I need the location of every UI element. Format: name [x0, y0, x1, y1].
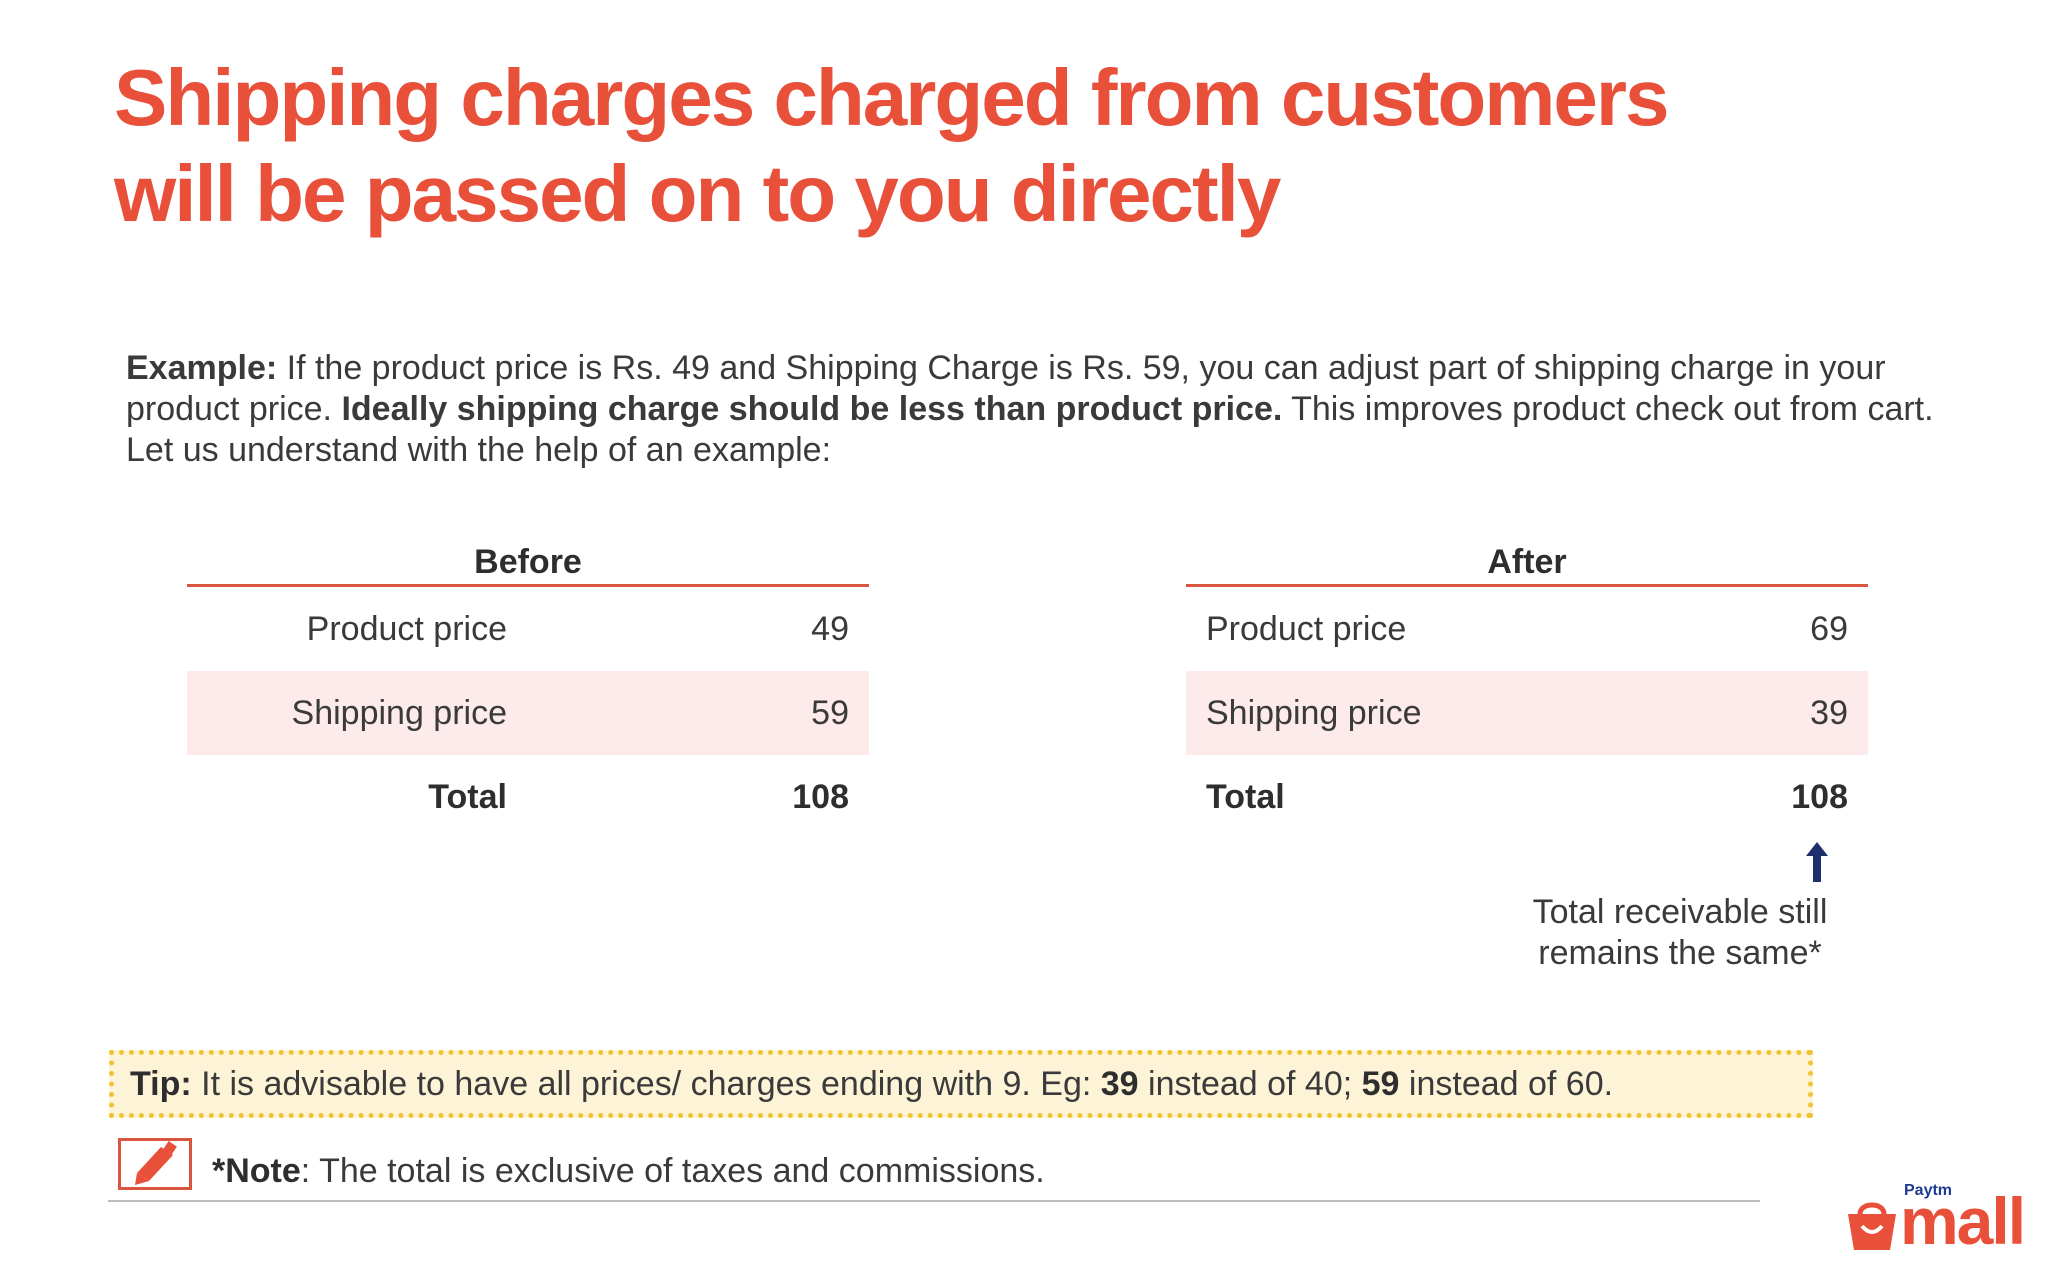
example-text-1: If the product price is Rs. 49 and Shipp… [126, 349, 1886, 428]
tip-box: Tip: It is advisable to have all prices/… [109, 1050, 1813, 1118]
row-label: Shipping price [1206, 694, 1422, 732]
receivable-annotation: Total receivable still remains the same* [1480, 892, 1880, 974]
example-text-2: This improves product check out from car… [126, 390, 1934, 469]
example-bold-text: Ideally shipping charge should be less t… [341, 390, 1283, 428]
table-row: Product price 49 [187, 587, 869, 671]
row-label: Product price [306, 610, 507, 648]
row-value: 59 [811, 694, 849, 732]
before-table: Before Product price 49 Shipping price 5… [187, 540, 869, 839]
receivable-line-2: remains the same* [1538, 934, 1822, 972]
row-value: 49 [811, 610, 849, 648]
shopping-bag-icon [1848, 1202, 1896, 1250]
tip-text-2: instead of 40; [1138, 1065, 1362, 1103]
before-heading: Before [187, 540, 869, 587]
after-heading: After [1186, 540, 1868, 587]
footer-divider [108, 1200, 1760, 1202]
row-label: Product price [1206, 610, 1407, 648]
row-value: 39 [1810, 694, 1848, 732]
page-title: Shipping charges charged from customers … [114, 50, 1714, 242]
page-title-line-1: Shipping charges charged from customers [114, 53, 1669, 142]
pencil-icon [118, 1138, 192, 1190]
example-lead: Example: [126, 349, 278, 387]
row-label: Total [1206, 778, 1285, 816]
tip-lead: Tip: [130, 1065, 192, 1103]
tip-text-1: It is advisable to have all prices/ char… [191, 1065, 1101, 1103]
after-table: After Product price 69 Shipping price 39… [1186, 540, 1868, 839]
tip-text-3: instead of 60. [1399, 1065, 1614, 1103]
example-paragraph: Example: If the product price is Rs. 49 … [126, 348, 1936, 471]
table-row-total: Total 108 [187, 755, 869, 839]
table-row-total: Total 108 [1186, 755, 1868, 839]
note-text: *Note: The total is exclusive of taxes a… [212, 1150, 1045, 1192]
row-value: 69 [1810, 610, 1848, 648]
tip-bold-1: 39 [1100, 1065, 1139, 1103]
table-row: Shipping price 59 [187, 671, 869, 755]
row-label: Total [428, 778, 507, 816]
table-row: Product price 69 [1186, 587, 1868, 671]
logo-paytm-text: Paytm [1904, 1182, 1953, 1199]
receivable-line-1: Total receivable still [1532, 893, 1828, 931]
tip-bold-2: 59 [1361, 1065, 1400, 1103]
paytm-mall-logo: Paytm mall [1846, 1180, 2026, 1258]
row-value: 108 [1791, 778, 1848, 816]
logo-mall-text: mall [1900, 1184, 2026, 1258]
row-value: 108 [792, 778, 849, 816]
note-lead: *Note [212, 1152, 301, 1190]
arrow-up-icon [1806, 842, 1828, 882]
row-label: Shipping price [291, 694, 507, 732]
table-row: Shipping price 39 [1186, 671, 1868, 755]
page-title-line-2: will be passed on to you directly [114, 149, 1281, 238]
note-body: : The total is exclusive of taxes and co… [300, 1152, 1045, 1190]
